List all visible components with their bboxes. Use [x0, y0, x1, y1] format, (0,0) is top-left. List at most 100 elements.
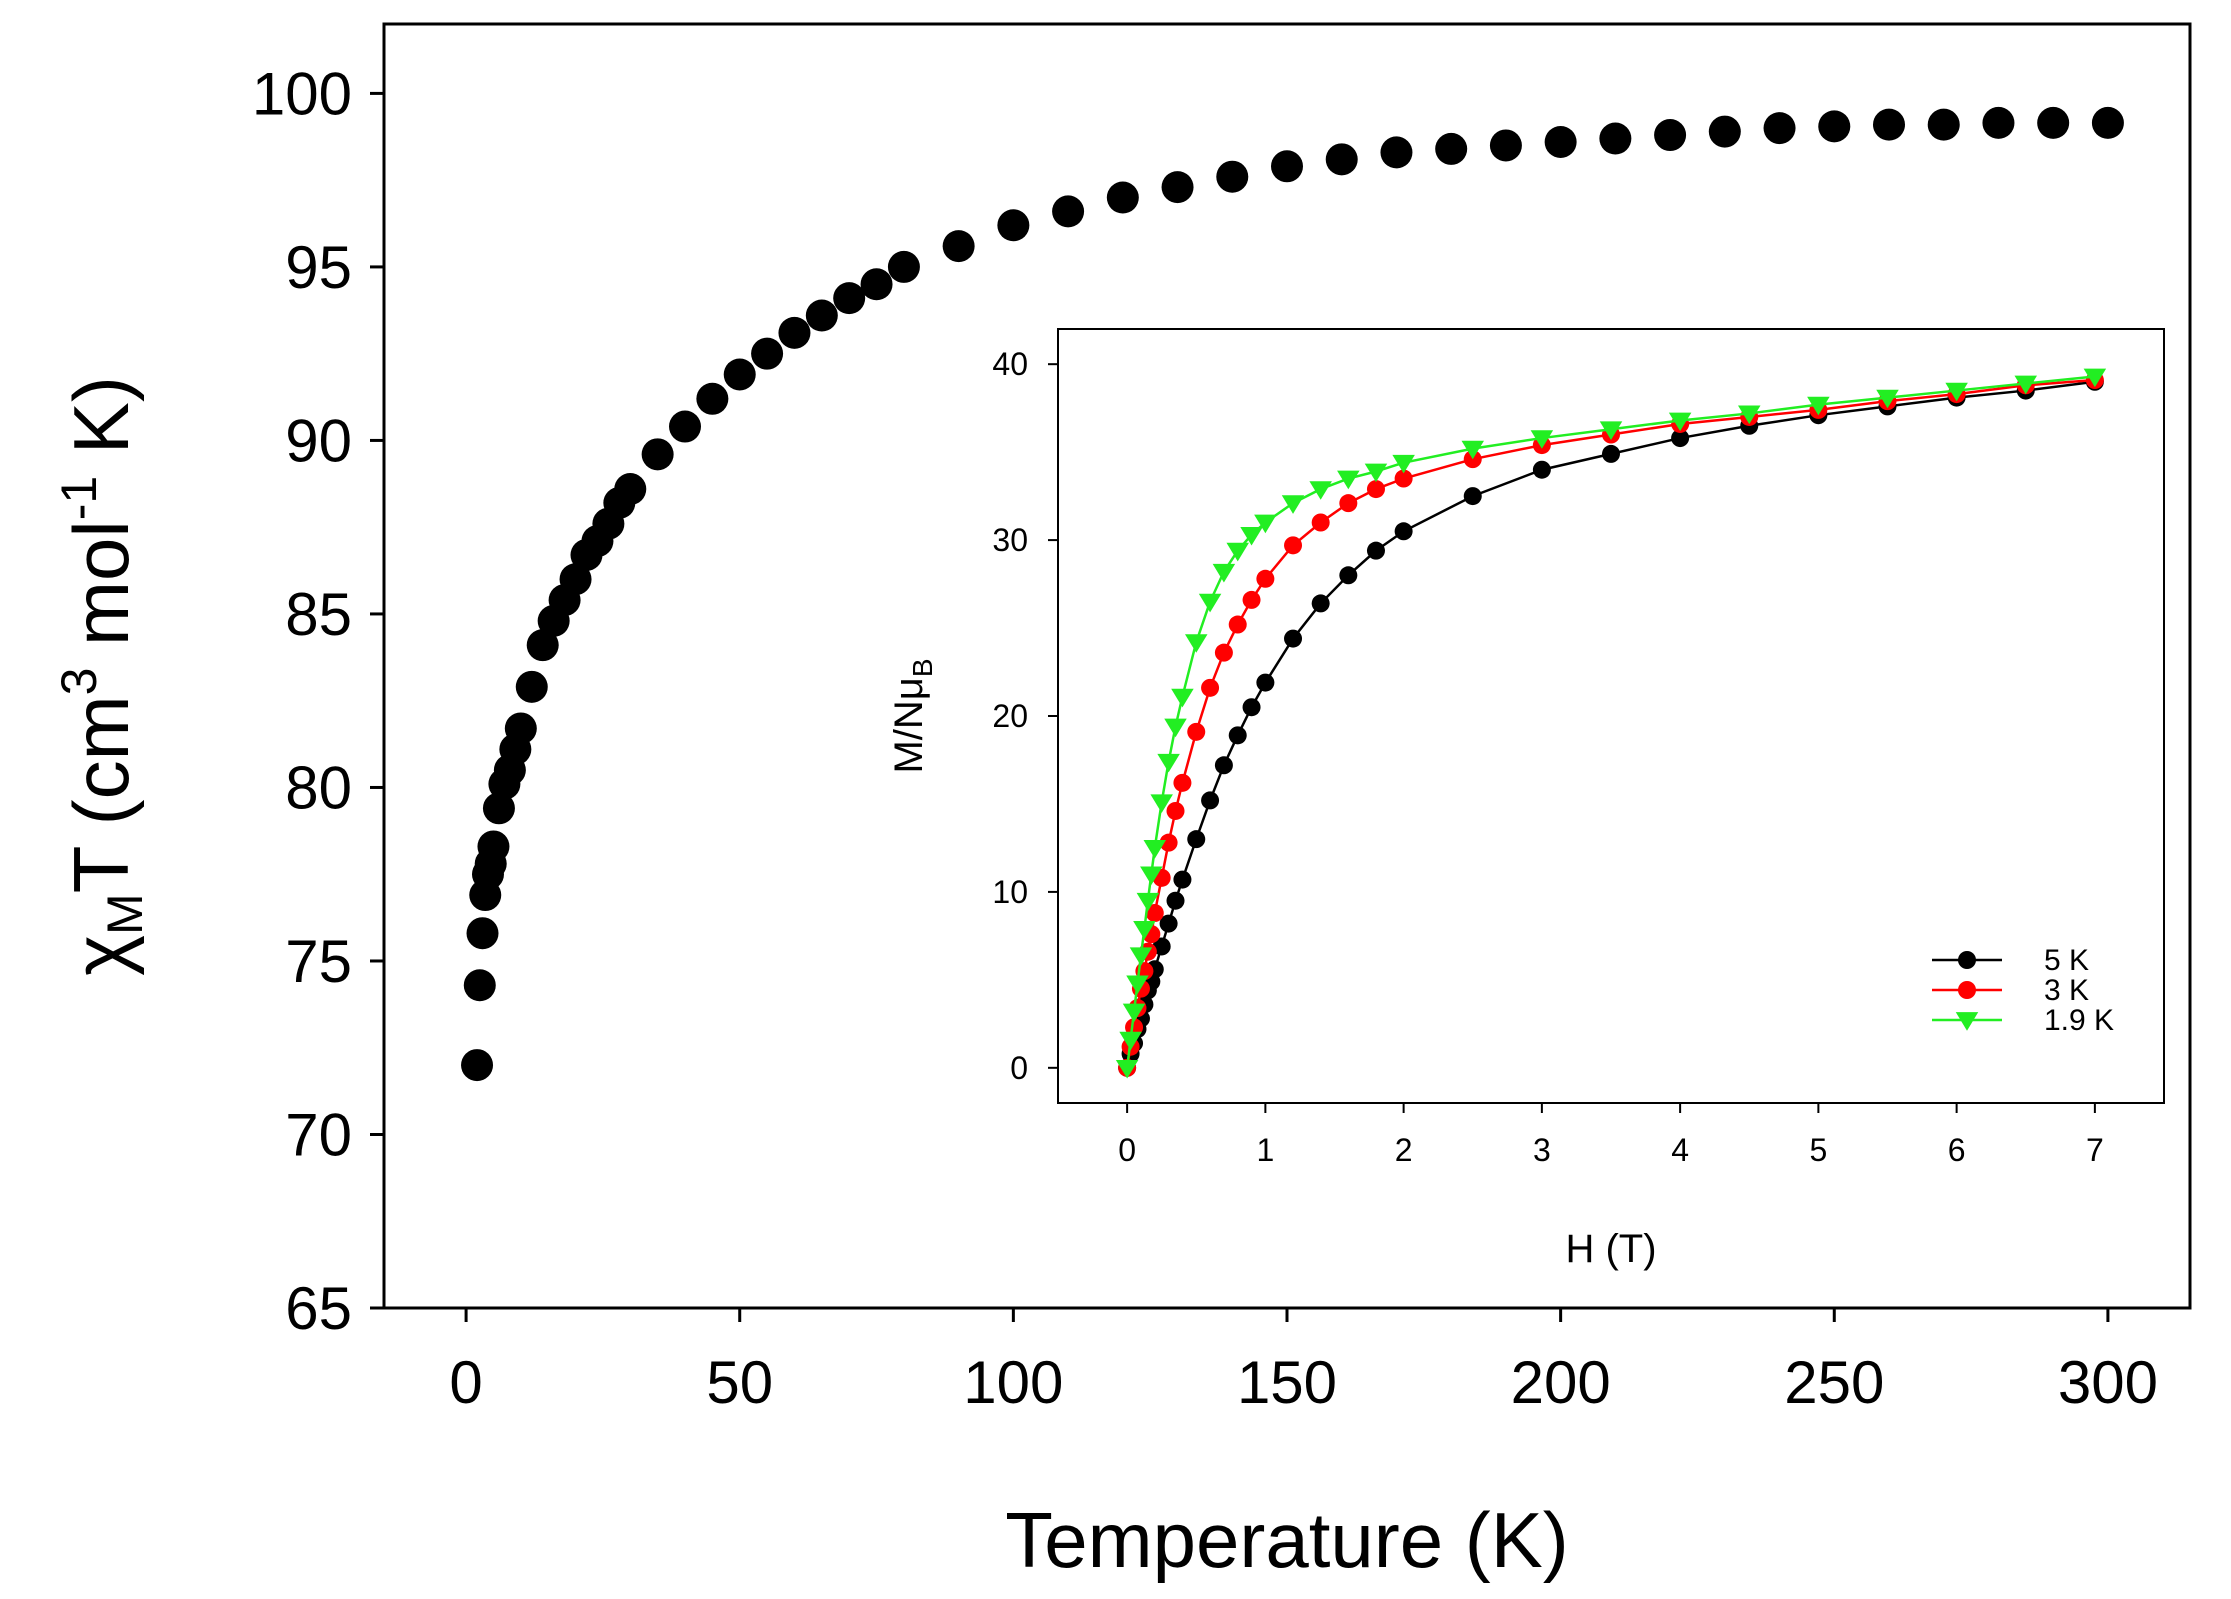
legend-swatch-marker	[1958, 981, 1976, 999]
inset-data-point	[1461, 440, 1484, 460]
main-data-point	[887, 250, 920, 283]
inset-data-point	[1463, 487, 1482, 506]
inset-data-point	[1143, 840, 1167, 859]
main-x-tick-label: 250	[1784, 1349, 1884, 1416]
inset-y-tick-label: 10	[992, 874, 1028, 910]
inset-data-point	[1145, 904, 1164, 923]
main-x-tick-label: 300	[2058, 1349, 2158, 1416]
main-data-point	[1982, 106, 2015, 139]
inset-data-point	[1173, 870, 1192, 889]
inset-data-point	[1668, 412, 1692, 432]
main-y-tick-label: 70	[285, 1101, 352, 1168]
legend-label: 1.9 K	[2044, 1004, 2114, 1037]
inset-data-point	[1150, 794, 1173, 813]
inset-data-point	[1119, 1031, 1142, 1051]
y-label-k: K)	[57, 376, 145, 476]
inset-data-point	[1256, 673, 1275, 692]
main-x-tick-label: 200	[1511, 1349, 1611, 1416]
inset-data-point	[1126, 975, 1149, 995]
main-data-point	[942, 230, 975, 263]
main-x-axis-label: Temperature (K)	[1005, 1496, 1569, 1584]
y-label-mol: mol	[57, 520, 145, 667]
main-y-tick-label: 90	[285, 407, 352, 474]
inset-data-point	[1115, 1059, 1139, 1079]
main-x-tick-label: 50	[706, 1349, 773, 1416]
inset-data-point	[1166, 801, 1185, 820]
main-data-point	[526, 629, 559, 662]
inset-data-point	[1157, 753, 1180, 773]
y-label-sup-neg1: -1	[51, 476, 107, 520]
main-data-point	[1161, 171, 1194, 204]
inset-data-point	[1284, 629, 1303, 648]
inset-data-point	[1185, 634, 1208, 653]
inset-data-point	[1228, 726, 1247, 745]
main-y-tick-label: 95	[285, 234, 352, 301]
inset-chart: 0 1 2 3 4 5 6 7 0 10 20 30 40 H (T) M/NμB 5 K3 K1.9…	[887, 328, 2165, 1271]
legend-swatch-marker	[1955, 1012, 1979, 1031]
inset-data-point	[1159, 833, 1178, 852]
inset-x-tick-label: 0	[1118, 1132, 1136, 1168]
inset-data-point	[1122, 1003, 1146, 1023]
main-data-point	[1873, 108, 1905, 141]
main-y-tick-label: 75	[285, 928, 352, 995]
inset-data-point	[1171, 688, 1194, 708]
inset-data-point	[1311, 594, 1330, 613]
inset-data-point	[1945, 382, 1968, 402]
inset-legend: 5 K3 K1.9 K	[1932, 944, 2114, 1037]
main-y-tick-label: 100	[252, 60, 352, 127]
main-data-point	[1544, 125, 1577, 158]
inset-data-point	[1281, 495, 1305, 514]
main-data-point	[997, 209, 1030, 242]
inset-y-tick-label: 40	[992, 346, 1028, 382]
inset-data-point	[2014, 375, 2037, 395]
main-data-point	[833, 282, 866, 315]
inset-data-point	[1173, 773, 1192, 792]
inset-data-point	[1311, 513, 1330, 532]
inset-x-tick-label: 6	[1948, 1132, 1966, 1168]
inset-data-point	[1394, 469, 1413, 488]
main-data-points	[461, 106, 2124, 1082]
inset-data-point	[1394, 522, 1413, 541]
main-data-point	[461, 1049, 494, 1082]
main-y-tick-label: 80	[285, 754, 352, 821]
main-data-point	[482, 792, 515, 825]
inset-series-2	[1115, 368, 2107, 1079]
inset-data-point	[1228, 615, 1247, 634]
main-data-point	[515, 670, 548, 703]
main-data-point	[1216, 160, 1249, 193]
y-label-chi: χ	[57, 935, 145, 976]
inset-data-point	[1532, 460, 1551, 479]
inset-x-tick-label: 4	[1671, 1132, 1689, 1168]
inset-y-tick-label: 30	[992, 522, 1028, 558]
main-data-point	[1599, 122, 1632, 155]
main-data-point	[1489, 129, 1522, 162]
main-data-point	[614, 473, 647, 506]
inset-data-point	[1129, 947, 1153, 966]
main-data-point	[669, 410, 701, 443]
main-data-point	[477, 830, 510, 863]
legend-swatch-marker	[1958, 951, 1976, 969]
inset-series-line	[1125, 375, 2096, 1068]
main-data-point	[463, 969, 496, 1002]
y-label-sup-3: 3	[51, 668, 107, 696]
inset-data-point	[1671, 429, 1690, 448]
main-data-point	[1325, 143, 1358, 176]
main-data-point	[1763, 112, 1796, 145]
inset-data-point	[1164, 718, 1187, 738]
inset-data-point	[1187, 722, 1206, 741]
inset-x-axis-label: H (T)	[1565, 1227, 1656, 1271]
main-x-tick-label: 0	[449, 1349, 482, 1416]
inset-x-axis: 0 1 2 3 4 5 6 7	[1118, 1103, 2104, 1168]
inset-data-point	[1166, 891, 1185, 910]
inset-y-axis: 0 10 20 30 40	[992, 346, 1058, 1086]
inset-data-point	[1152, 937, 1171, 956]
inset-data-point	[1599, 421, 1623, 440]
main-data-point	[1106, 181, 1139, 214]
main-data-point	[1271, 150, 1303, 183]
main-data-point	[1927, 108, 1960, 141]
inset-y-label-main: M/Nμ	[887, 677, 931, 773]
inset-x-tick-label: 2	[1395, 1132, 1413, 1168]
main-data-point	[723, 358, 756, 391]
inset-data-point	[1242, 590, 1261, 609]
